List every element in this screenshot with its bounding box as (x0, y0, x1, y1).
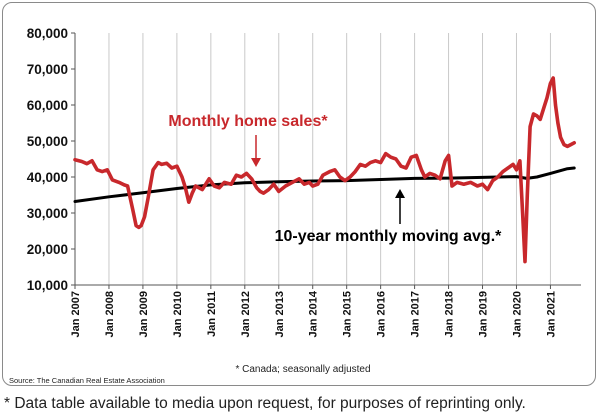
region-note: * Canada; seasonally adjusted (235, 364, 370, 375)
source-note: Source: The Canadian Real Estate Associa… (9, 376, 165, 385)
x-tick-label: Jan 2015 (342, 291, 354, 337)
y-tick-label: 40,000 (27, 170, 68, 185)
moving-average-line (73, 166, 576, 203)
x-tick-label: Jan 2007 (70, 291, 82, 337)
y-tick-label: 10,000 (27, 278, 68, 293)
y-tick-label: 80,000 (27, 26, 68, 41)
grid-layer (74, 33, 551, 285)
x-tick-label: Jan 2010 (172, 291, 184, 337)
sales-annotation: Monthly home sales* (168, 113, 328, 130)
x-tick-label: Jan 2008 (104, 291, 116, 337)
x-tick-label: Jan 2016 (376, 291, 388, 337)
chart-svg: 10,000 20,000 30,000 40,000 50,000 60,000 70,0… (9, 26, 581, 385)
average-annotation-arrowhead (395, 189, 405, 198)
y-tick-label: 70,000 (27, 62, 68, 77)
x-tick-label: Jan 2018 (444, 291, 456, 337)
footnote: * Data table available to media upon req… (4, 395, 526, 412)
x-tick-label: Jan 2009 (138, 291, 150, 337)
y-tick-label: 20,000 (27, 242, 68, 257)
y-tick-label: 50,000 (27, 134, 68, 149)
y-tick-layer: 10,000 20,000 30,000 40,000 50,000 60,000 70,0… (27, 26, 75, 293)
x-tick-label: Jan 2011 (206, 291, 218, 337)
x-tick-label: Jan 2012 (240, 291, 252, 337)
x-tick-label: Jan 2013 (274, 291, 286, 337)
x-tick-label: Jan 2017 (410, 291, 422, 337)
x-tick-layer: Jan 2007 Jan 2008 Jan 2009 Jan 2010 Jan 2011… (70, 285, 557, 337)
x-tick-label: Jan 2021 (545, 291, 557, 337)
x-tick-label: Jan 2019 (478, 291, 490, 337)
sales-annotation-arrowhead (251, 158, 261, 167)
y-tick-label: 60,000 (27, 98, 68, 113)
average-annotation: 10-year monthly moving avg.* (275, 228, 503, 245)
sales-line (73, 76, 577, 264)
series-layer (73, 76, 577, 264)
chart-frame: 10,000 20,000 30,000 40,000 50,000 60,000 70,0… (2, 2, 596, 386)
x-tick-label: Jan 2014 (308, 290, 320, 337)
y-tick-label: 30,000 (27, 206, 68, 221)
x-tick-label: Jan 2020 (511, 291, 523, 337)
